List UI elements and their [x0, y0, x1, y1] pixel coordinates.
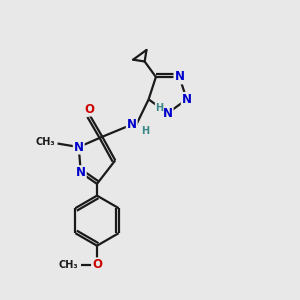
Text: N: N — [74, 141, 84, 154]
Text: O: O — [92, 258, 102, 271]
Text: N: N — [76, 166, 86, 179]
Text: N: N — [182, 93, 192, 106]
Text: CH₃: CH₃ — [36, 137, 55, 147]
Text: CH₃: CH₃ — [58, 260, 78, 270]
Text: N: N — [163, 107, 173, 120]
Text: N: N — [127, 118, 137, 131]
Text: H: H — [155, 103, 164, 113]
Text: N: N — [174, 70, 184, 83]
Text: H: H — [141, 126, 149, 136]
Text: O: O — [84, 103, 94, 116]
